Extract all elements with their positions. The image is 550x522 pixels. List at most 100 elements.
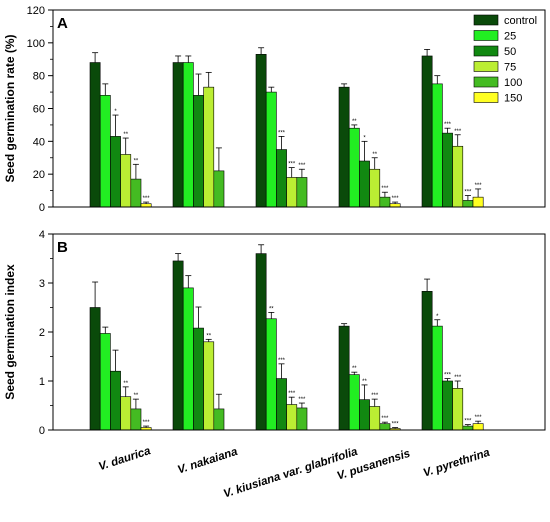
significance-label: ***	[475, 183, 483, 189]
significance-label: ***	[381, 186, 389, 192]
bar-100-2	[296, 407, 308, 431]
legend-label-75: 75	[504, 62, 516, 74]
significance-label: **	[362, 379, 367, 385]
bar-150-4	[472, 196, 484, 208]
significance-label: ***	[464, 419, 472, 425]
significance-label: ***	[392, 422, 400, 428]
bar-75-4	[452, 388, 464, 431]
significance-label: ***	[464, 190, 472, 196]
bar-75-1	[203, 341, 215, 431]
bar-100-4	[462, 425, 474, 431]
significance-label: **	[352, 119, 357, 125]
bar-75-3	[369, 406, 381, 431]
bar-75-4	[452, 145, 464, 208]
legend-swatch-50	[473, 45, 499, 57]
significance-label: **	[352, 366, 357, 372]
panel-label-B: B	[57, 239, 68, 256]
bar-control-1	[172, 260, 184, 431]
significance-label: ***	[444, 373, 452, 379]
bar-50-3	[359, 399, 370, 431]
significance-label: ***	[444, 122, 452, 128]
bar-75-0	[120, 396, 132, 431]
bar-control-2	[255, 54, 267, 208]
significance-label: **	[372, 152, 377, 158]
significance-label: ***	[298, 397, 306, 403]
bar-100-3	[379, 196, 391, 208]
significance-label: *	[363, 135, 366, 141]
bar-50-0	[110, 136, 121, 208]
y-tick-label: 2	[39, 327, 45, 339]
legend-swatch-100	[473, 76, 499, 88]
legend-label-25: 25	[504, 31, 516, 43]
legend-swatch-150	[473, 92, 499, 103]
y-tick-label: 120	[27, 5, 45, 17]
bar-75-2	[286, 177, 298, 208]
bar-control-4	[421, 291, 433, 431]
bar-50-4	[442, 380, 453, 431]
bar-100-3	[379, 423, 391, 431]
bar-100-2	[296, 177, 308, 208]
bar-50-2	[276, 149, 287, 208]
bar-25-4	[431, 325, 443, 431]
bar-100-0	[130, 408, 142, 431]
bar-75-2	[286, 404, 298, 431]
legend-swatch-75	[473, 61, 499, 72]
legend-label-150: 150	[504, 93, 522, 105]
chart-panel-A: ************** **************************…	[3, 5, 546, 214]
bar-100-0	[130, 178, 142, 208]
bar-50-1	[193, 95, 204, 208]
bar-25-3	[348, 127, 360, 208]
significance-label: ***	[288, 162, 296, 168]
bar-control-4	[421, 55, 433, 208]
significance-label: ***	[288, 391, 296, 397]
significance-label: ***	[381, 416, 389, 422]
category-label: V. pyrethrina	[422, 447, 492, 480]
significance-label: ***	[475, 415, 483, 421]
y-tick-label: 3	[39, 278, 45, 290]
bar-150-4	[472, 423, 484, 431]
y-axis-label: Seed germination index	[3, 264, 17, 400]
bar-50-2	[276, 378, 287, 431]
significance-label: **	[134, 393, 139, 399]
bar-25-1	[182, 62, 194, 208]
y-axis-label: Seed germination rate (%)	[3, 34, 17, 182]
bar-100-1	[213, 170, 225, 208]
bar-100-4	[462, 200, 474, 208]
significance-label: *	[114, 109, 117, 115]
y-tick-label: 0	[39, 202, 45, 214]
bar-25-0	[99, 95, 111, 208]
bar-75-1	[203, 86, 215, 208]
legend-swatch-control	[473, 14, 499, 26]
legend: control 25 50 75 100 150	[473, 14, 537, 105]
y-tick-label: 1	[39, 376, 45, 388]
bar-50-1	[193, 327, 204, 431]
bar-control-0	[89, 62, 101, 208]
significance-label: *	[436, 314, 439, 320]
bar-control-0	[89, 307, 101, 431]
bar-25-2	[265, 318, 277, 431]
bar-75-3	[369, 168, 381, 208]
y-tick-label: 100	[27, 38, 45, 50]
bar-25-1	[182, 287, 194, 431]
legend-label-50: 50	[504, 46, 516, 58]
bar-control-3	[338, 325, 350, 431]
significance-label: ***	[298, 163, 306, 169]
bar-75-0	[120, 154, 132, 208]
significance-label: ***	[143, 420, 151, 426]
legend-label-100: 100	[504, 77, 522, 89]
legend-label-control: control	[504, 15, 537, 27]
bar-50-0	[110, 370, 121, 431]
significance-label: ***	[371, 393, 379, 399]
significance-label: **	[134, 158, 139, 164]
y-tick-label: 60	[33, 104, 45, 116]
category-label: V. daurica	[97, 445, 153, 473]
bar-control-1	[172, 62, 184, 208]
bar-50-3	[359, 160, 370, 208]
chart-panel-B: ************************************* ***…	[3, 229, 546, 501]
significance-label: **	[206, 333, 211, 339]
y-tick-label: 4	[39, 229, 45, 241]
significance-label: ***	[454, 375, 462, 381]
significance-label: ***	[278, 358, 286, 364]
bar-25-0	[99, 333, 111, 431]
